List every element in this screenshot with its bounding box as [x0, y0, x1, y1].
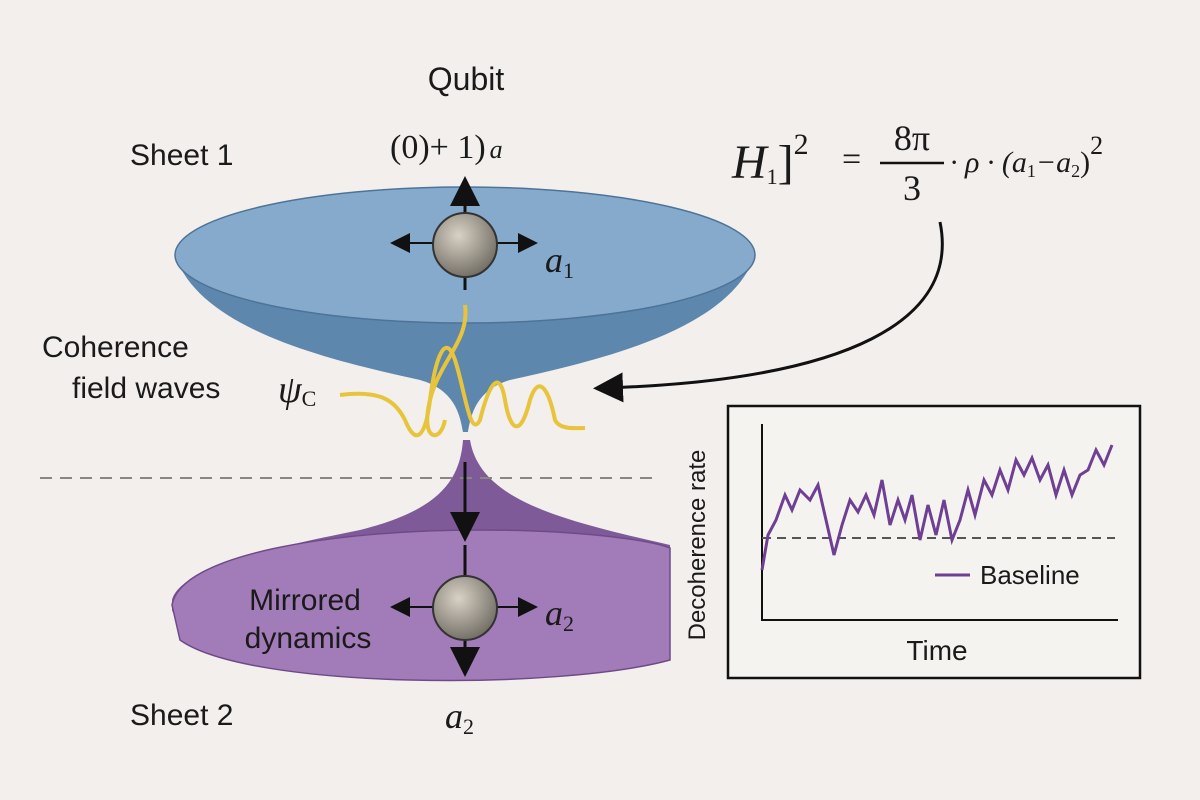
inset-series: [760, 444, 1114, 571]
var: a: [545, 593, 563, 633]
equation-lhs: H1]2: [731, 128, 809, 189]
minus: −a: [1036, 146, 1071, 179]
power: 2: [794, 128, 809, 161]
close: ): [1080, 146, 1090, 179]
coherence-label: Coherence: [42, 331, 189, 364]
numerator: 8π: [894, 118, 930, 158]
sub: C: [302, 386, 317, 411]
middle: · ρ · (a: [950, 146, 1027, 179]
mirrored-label: Mirrored: [249, 584, 361, 617]
mirrored-label: dynamics: [245, 622, 372, 655]
equation: H1]2 = 8π 3 · ρ · (a1−a2)2: [731, 118, 1103, 208]
equals: =: [842, 141, 861, 178]
sheet-label: Sheet 2: [130, 699, 233, 732]
coherence-label: field waves: [72, 372, 220, 405]
coherence-wave-thread: [425, 304, 468, 438]
state-sub: a: [490, 135, 503, 164]
psi-label: ψC: [278, 369, 316, 411]
qubit-state: (0)+ 1) a: [390, 129, 503, 166]
coherence-wave: [339, 345, 586, 438]
a2-label: a2: [445, 696, 474, 739]
y-axis-label: Decoherence rate: [684, 450, 711, 641]
legend-label: Baseline: [980, 560, 1080, 590]
var: ψ: [278, 369, 303, 411]
power: 2: [1090, 131, 1103, 160]
var: H: [731, 136, 769, 189]
var: a: [445, 696, 463, 736]
inset-frame: [726, 404, 1142, 680]
qubit-ball: [432, 575, 498, 641]
sub: 1: [1027, 161, 1036, 181]
state-text: (0)+ 1): [390, 129, 486, 166]
sub: 2: [563, 611, 574, 636]
sub: 2: [1071, 161, 1080, 181]
sub: 1: [563, 258, 574, 283]
equation-rhs: · ρ · (a1−a2)2: [950, 131, 1103, 181]
var: a: [545, 240, 563, 280]
a2-label: a2: [545, 593, 574, 636]
inset-chart: Baseline Time Decoherence rate: [684, 404, 1142, 680]
sheet-label: Sheet 1: [130, 139, 233, 172]
bracket: ]: [778, 136, 794, 189]
denominator: 3: [903, 168, 921, 208]
qubit-ball: [432, 212, 498, 278]
sub: 1: [767, 164, 778, 189]
a1-label: a1: [545, 240, 574, 283]
inset-axes: [761, 424, 1118, 621]
curved-arrow: [593, 221, 944, 403]
x-axis-label: Time: [906, 635, 967, 666]
sub: 2: [463, 714, 474, 739]
qubit-label: Qubit: [428, 61, 505, 97]
lower-sheet: [171, 529, 671, 682]
